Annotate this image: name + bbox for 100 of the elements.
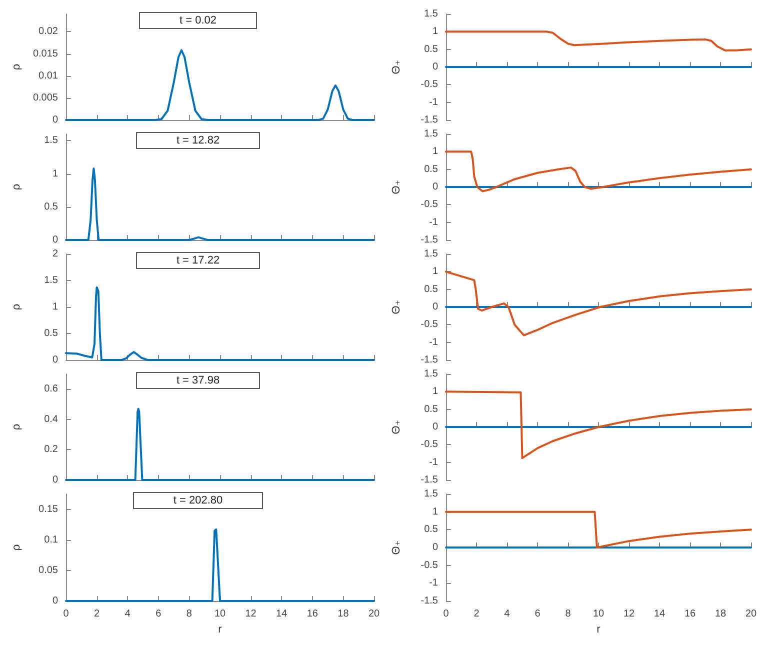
y-tick-label: 0.005 xyxy=(32,92,58,104)
chart-title: t = 202.80 xyxy=(173,494,223,506)
line-series xyxy=(445,270,752,336)
y-tick-label: -1 xyxy=(429,578,438,589)
y-tick-label: 1.5 xyxy=(424,128,438,140)
x-tick-label: 6 xyxy=(534,608,541,620)
y-tick-label: -1.5 xyxy=(420,354,438,366)
y-axis-title: ρ xyxy=(10,544,22,551)
x-tick-label: 2 xyxy=(94,608,100,620)
x-tick-label: 20 xyxy=(368,608,380,620)
x-tick-label: 14 xyxy=(654,608,666,620)
y-tick-label: -0.5 xyxy=(420,199,438,210)
x-axis-title: r xyxy=(218,623,222,636)
y-tick-label: 0 xyxy=(432,542,438,553)
y-tick-label: -1.5 xyxy=(420,114,438,126)
y-axis-title: ρ xyxy=(10,304,22,310)
y-tick-label: -1 xyxy=(429,216,438,228)
y-tick-label: 1.5 xyxy=(424,8,438,20)
y-tick-label: -0.5 xyxy=(420,439,438,450)
y-tick-label: 0.5 xyxy=(424,404,438,415)
y-tick-label: 0 xyxy=(52,596,58,606)
y-tick-label: 0 xyxy=(432,302,438,312)
y-tick-label: 1.5 xyxy=(44,275,58,286)
y-tick-label: -1 xyxy=(429,96,438,108)
x-tick-label: 2 xyxy=(474,608,480,620)
y-tick-label: -0.5 xyxy=(420,319,438,330)
y-tick-label: 1 xyxy=(432,386,438,398)
y-axis-title: Θ₊ xyxy=(390,60,402,74)
y-tick-label: -1.5 xyxy=(420,596,438,606)
y-axis-title: ρ xyxy=(10,64,22,70)
y-tick-label: 0 xyxy=(52,474,58,486)
y-axis-title: ρ xyxy=(10,184,22,190)
chart-title: t = 0.02 xyxy=(179,14,217,26)
x-tick-label: 10 xyxy=(592,608,604,620)
y-tick-label: 0.5 xyxy=(44,201,58,212)
y-tick-label: 1 xyxy=(432,506,438,518)
y-tick-label: 0.02 xyxy=(38,26,58,38)
x-tick-label: 8 xyxy=(186,608,192,620)
y-tick-label: -1.5 xyxy=(420,234,438,246)
y-tick-label: 0.5 xyxy=(424,284,438,295)
y-tick-label: -1.5 xyxy=(420,474,438,486)
y-tick-label: -1 xyxy=(429,336,438,348)
y-axis-title: ρ xyxy=(10,424,22,430)
x-tick-label: 12 xyxy=(623,608,635,620)
x-tick-label: 8 xyxy=(565,608,572,620)
y-tick-label: 0.1 xyxy=(44,534,58,546)
x-tick-label: 16 xyxy=(306,608,318,620)
y-tick-label: 0.5 xyxy=(424,524,438,536)
x-tick-label: 18 xyxy=(714,608,726,620)
x-tick-label: 16 xyxy=(684,608,696,620)
y-tick-label: 0 xyxy=(52,234,58,246)
y-axis-title: Θ₊ xyxy=(390,180,402,194)
y-tick-label: -1 xyxy=(429,456,438,468)
x-tick-label: 4 xyxy=(124,608,131,620)
line-series xyxy=(445,510,752,548)
y-tick-label: 1.5 xyxy=(424,488,438,500)
chart-title: t = 12.82 xyxy=(176,134,220,146)
y-axis-title: Θ₊ xyxy=(390,420,402,434)
x-tick-label: 10 xyxy=(214,608,226,620)
line-series xyxy=(445,150,752,192)
y-tick-label: 0.01 xyxy=(38,70,58,82)
line-series xyxy=(445,30,752,52)
y-tick-label: 1 xyxy=(432,266,438,278)
x-tick-label: 0 xyxy=(63,608,70,620)
x-tick-label: 18 xyxy=(338,608,350,620)
chart-title: t = 37.98 xyxy=(176,374,220,386)
y-tick-label: 0 xyxy=(432,422,438,432)
x-tick-label: 0 xyxy=(443,608,450,620)
y-tick-label: 0.5 xyxy=(424,164,438,175)
y-tick-label: -0.5 xyxy=(420,560,438,571)
y-tick-label: 0.5 xyxy=(424,44,438,55)
y-tick-label: 1.5 xyxy=(424,248,438,260)
y-tick-label: 0.6 xyxy=(44,384,58,395)
y-tick-label: 1.5 xyxy=(44,135,58,146)
y-tick-label: 1 xyxy=(432,26,438,38)
y-tick-label: 2 xyxy=(52,248,58,260)
y-tick-label: 0 xyxy=(52,114,58,126)
y-tick-label: 0 xyxy=(432,62,438,72)
x-tick-label: 4 xyxy=(504,608,510,620)
y-tick-label: 0.15 xyxy=(38,504,58,515)
y-tick-label: 0.015 xyxy=(32,48,58,60)
y-tick-label: 1 xyxy=(52,168,58,180)
line-series xyxy=(445,390,752,460)
y-tick-label: 1 xyxy=(52,302,58,312)
y-axis-title: Θ₊ xyxy=(390,300,402,314)
chart-title: t = 17.22 xyxy=(176,254,220,266)
y-tick-label: 0 xyxy=(432,182,438,192)
y-axis-title: Θ₊ xyxy=(390,540,402,555)
y-tick-label: 0.05 xyxy=(38,564,58,576)
x-tick-label: 14 xyxy=(276,608,288,620)
y-tick-label: 0.4 xyxy=(44,414,58,425)
x-tick-label: 20 xyxy=(745,608,757,620)
y-tick-label: 1 xyxy=(432,146,438,158)
y-tick-label: 0.5 xyxy=(44,328,58,339)
x-tick-label: 12 xyxy=(245,608,257,620)
y-tick-label: 0 xyxy=(52,354,58,366)
y-tick-label: 0.2 xyxy=(44,444,58,456)
y-tick-label: -0.5 xyxy=(420,79,438,90)
y-tick-label: 1.5 xyxy=(424,368,438,380)
x-tick-label: 6 xyxy=(156,608,162,620)
